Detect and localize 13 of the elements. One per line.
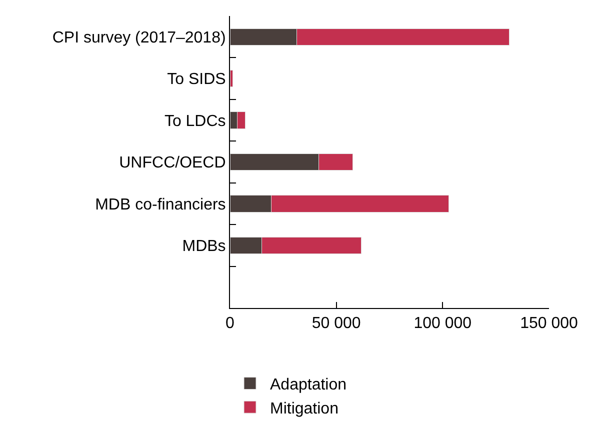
x-tick-label: 150 000 bbox=[520, 315, 578, 332]
y-tick-label: MDBs bbox=[182, 238, 226, 256]
legend-label: Adaptation bbox=[270, 376, 347, 394]
y-tick-label: UNFCC/OECD bbox=[119, 154, 226, 172]
x-tick-label: 100 000 bbox=[414, 315, 472, 332]
y-tick-label: CPI survey (2017–2018) bbox=[52, 29, 226, 46]
bar bbox=[230, 70, 233, 88]
y-tick-label: MDB co-financiers bbox=[95, 196, 226, 214]
x-tick-label: 50 000 bbox=[312, 315, 361, 332]
x-tick-label: 0 bbox=[226, 315, 235, 332]
y-tick-label: To SIDS bbox=[167, 71, 226, 88]
legend-label: Mitigation bbox=[270, 400, 338, 418]
y-tick-label: To LDCs bbox=[164, 112, 226, 130]
